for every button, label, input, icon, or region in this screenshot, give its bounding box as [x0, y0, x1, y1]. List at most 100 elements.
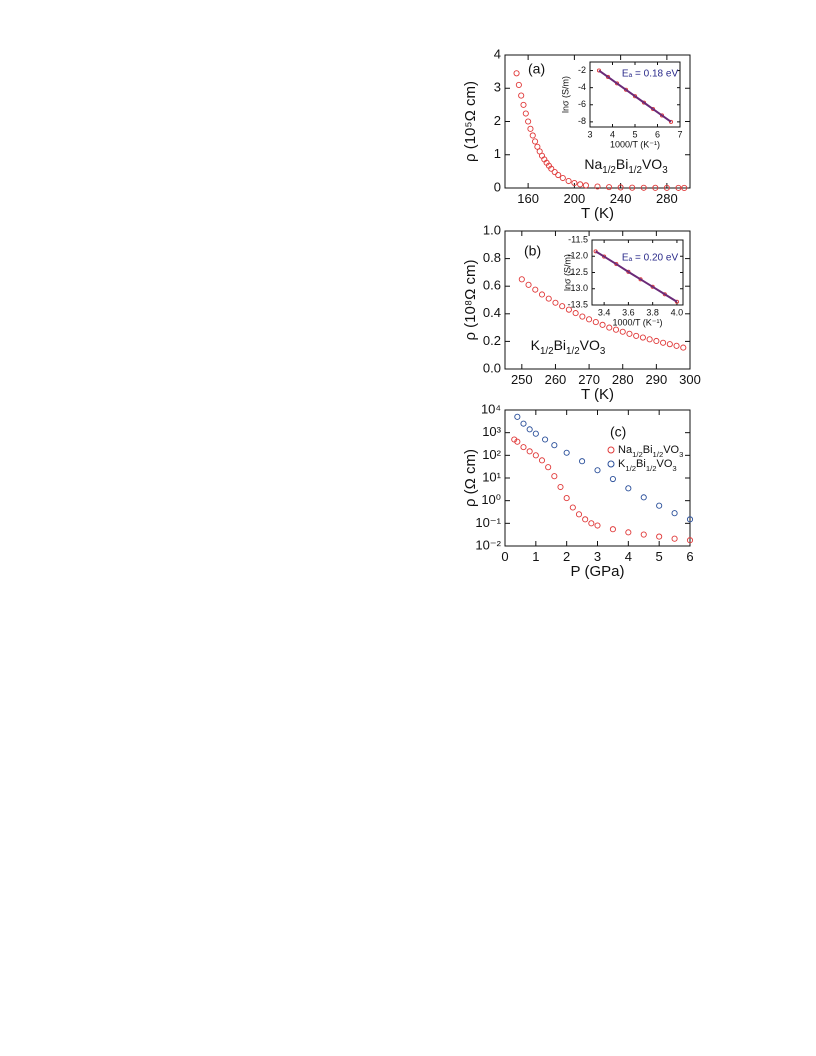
y-tick-label: -6: [578, 99, 586, 109]
data-point: [640, 184, 647, 191]
annotation: (b): [524, 243, 541, 259]
data-point: [534, 143, 541, 150]
data-point: [575, 511, 583, 518]
data-point: [653, 337, 660, 345]
data-point: [609, 475, 616, 483]
x-tick-label: 280: [612, 372, 634, 387]
data-point: [515, 81, 522, 88]
data-point: [579, 313, 586, 320]
data-point: [526, 426, 533, 433]
data-point: [612, 326, 620, 333]
y-tick-label: -13.0: [567, 283, 588, 293]
x-tick-label: 290: [646, 372, 668, 387]
x-tick-label: 250: [511, 372, 533, 387]
x-axis-label: T (K): [581, 386, 614, 403]
data-point: [559, 303, 566, 310]
data-point: [542, 436, 549, 443]
x-tick-label: 3.8: [646, 307, 659, 317]
x-tick-label: 160: [517, 191, 539, 206]
data-point: [619, 328, 626, 335]
y-tick-label: 0.2: [483, 333, 501, 348]
data-point: [569, 504, 576, 511]
data-point: [525, 281, 532, 288]
data-point: [681, 184, 688, 191]
data-point: [599, 321, 606, 328]
data-point: [594, 467, 601, 474]
y-axis-label: ρ (10⁸Ω cm): [462, 259, 479, 340]
data-point: [625, 485, 632, 492]
data-point: [520, 420, 527, 427]
plot-frame: [591, 239, 684, 306]
data-point: [526, 448, 533, 455]
y-axis-label: ρ (Ω cm): [462, 449, 479, 507]
data-point: [577, 181, 584, 188]
y-tick-label: 10¹: [482, 469, 501, 484]
data-point: [629, 184, 636, 191]
data-point: [656, 533, 663, 540]
data-point: [671, 510, 678, 517]
data-point: [594, 183, 601, 190]
data-point: [594, 522, 601, 529]
x-axis-label: P (GPa): [571, 563, 625, 580]
data-point: [586, 316, 593, 323]
y-tick-label: -12.5: [567, 267, 588, 277]
x-tick-label: 270: [578, 372, 600, 387]
x-tick-label: 6: [655, 129, 660, 139]
data-point: [551, 442, 558, 449]
data-point: [551, 473, 558, 480]
y-tick-label: 0.0: [483, 360, 501, 375]
x-tick-label: 3.6: [622, 307, 635, 317]
legend-marker: [607, 460, 615, 468]
data-point: [640, 494, 647, 501]
x-tick-label: 260: [545, 372, 567, 387]
data-point: [532, 430, 539, 437]
data-point: [606, 184, 613, 191]
x-tick-label: 3: [594, 549, 601, 564]
y-tick-label: -12.0: [567, 251, 588, 261]
x-axis-label: T (K): [581, 205, 614, 222]
y-axis-label: lnσ (S/m): [562, 254, 572, 291]
y-tick-label: 0.6: [483, 278, 501, 293]
legend-label: Na1/2Bi1/2VO3: [618, 444, 683, 459]
x-tick-label: 5: [632, 129, 637, 139]
y-tick-label: 4: [494, 46, 501, 61]
data-point: [673, 342, 680, 349]
y-tick-label: 3: [494, 80, 501, 95]
data-point: [617, 184, 624, 191]
data-point: [565, 177, 572, 185]
data-point: [532, 286, 539, 293]
data-point: [686, 516, 694, 523]
x-tick-label: 0: [501, 549, 508, 564]
y-tick-label: 0.4: [483, 305, 501, 320]
data-point: [525, 118, 532, 125]
y-tick-label: 0: [494, 179, 501, 194]
y-tick-label: -8: [578, 116, 586, 126]
x-axis-label: 1000/T (K⁻¹): [610, 139, 660, 149]
fit-line: [598, 69, 672, 123]
data-point: [579, 458, 586, 465]
annotation: K1/2Bi1/2VO3: [531, 337, 606, 357]
data-point: [557, 483, 564, 491]
annotation: (c): [610, 424, 626, 440]
data-point: [522, 110, 529, 117]
y-tick-label: 1: [494, 146, 501, 161]
data-point: [545, 464, 552, 471]
y-tick-label: 10⁻¹: [475, 515, 501, 530]
data-point: [571, 179, 578, 187]
x-tick-label: 4.0: [671, 307, 684, 317]
data-point: [565, 306, 572, 313]
y-tick-label: -4: [578, 82, 586, 92]
data-point: [625, 529, 632, 536]
x-tick-label: 2: [563, 549, 570, 564]
x-tick-label: 6: [686, 549, 693, 564]
data-point: [582, 182, 589, 189]
data-point: [640, 531, 647, 538]
data-point: [626, 330, 633, 337]
data-point: [518, 276, 525, 283]
y-tick-label: 1.0: [483, 222, 501, 237]
y-axis-label: lnσ (S/m): [560, 76, 570, 113]
x-tick-label: 4: [625, 549, 632, 564]
y-tick-label: 2: [494, 113, 501, 128]
y-axis-label: ρ (10⁵Ω cm): [462, 81, 479, 162]
data-point: [633, 332, 640, 339]
